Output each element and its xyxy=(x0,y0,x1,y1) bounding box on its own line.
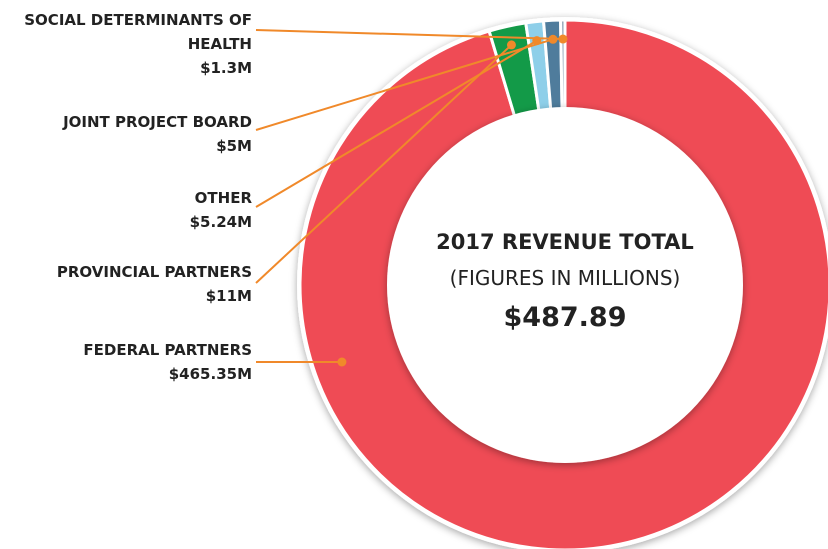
category-name: OTHER xyxy=(194,189,252,207)
slice-label: PROVINCIAL PARTNERS $11M xyxy=(0,260,252,308)
donut-hole xyxy=(387,107,743,463)
category-name: FEDERAL PARTNERS xyxy=(83,341,252,359)
category-name: PROVINCIAL PARTNERS xyxy=(56,263,252,281)
leaders xyxy=(255,29,568,367)
center-title: 2017 REVENUE TOTAL xyxy=(436,230,694,254)
leader-line xyxy=(255,39,538,208)
slice xyxy=(559,18,567,111)
value-label: $5M xyxy=(216,137,252,155)
slice-label: SOCIAL DETERMINANTS OF HEALTH $1.3M xyxy=(0,8,252,80)
leader-dot xyxy=(337,357,347,367)
value-label: $1.3M xyxy=(200,59,252,77)
center-total: $487.89 xyxy=(503,302,627,333)
leader-line xyxy=(255,29,563,41)
leader-dot xyxy=(506,40,516,50)
value-label: $11M xyxy=(205,287,252,305)
slice-label: OTHER $5.24M xyxy=(0,186,252,234)
value-label: $5.24M xyxy=(189,213,252,231)
slice-label: FEDERAL PARTNERS $465.35M xyxy=(0,338,252,386)
leader-dot xyxy=(558,34,568,44)
leader-line xyxy=(255,38,554,131)
category-name: SOCIAL DETERMINANTS OF HEALTH xyxy=(24,11,252,53)
value-label: $465.35M xyxy=(168,365,252,383)
leader-line xyxy=(255,44,513,284)
center-subtitle: (FIGURES IN MILLIONS) xyxy=(449,266,681,290)
slice-label: JOINT PROJECT BOARD $5M xyxy=(0,110,252,158)
category-name: JOINT PROJECT BOARD xyxy=(63,113,252,131)
